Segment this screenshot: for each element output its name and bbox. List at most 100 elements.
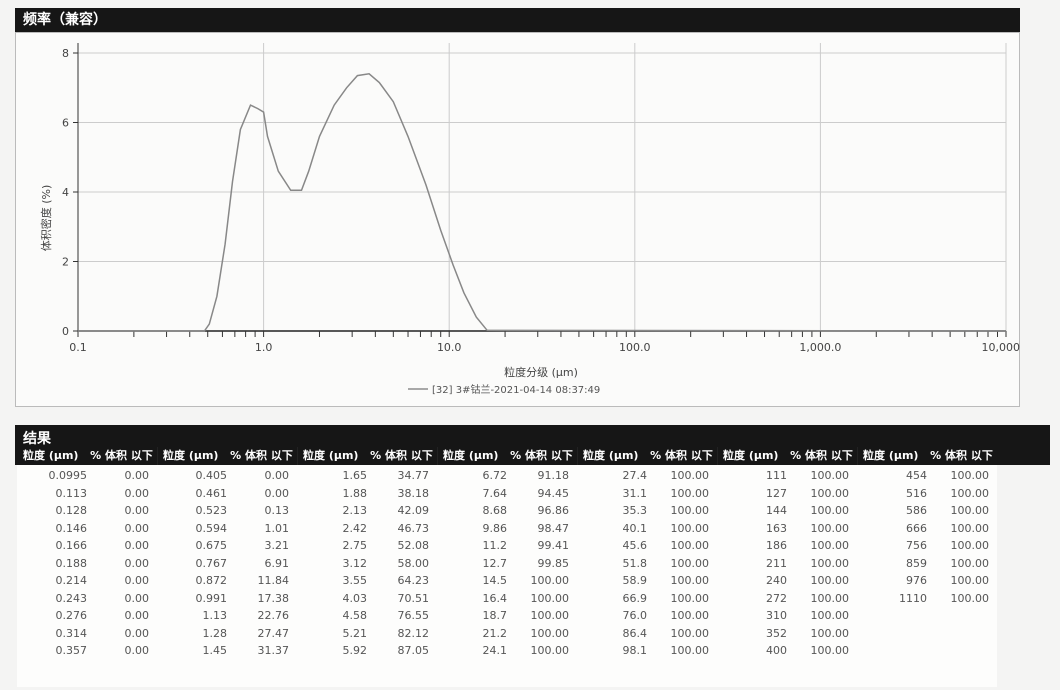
table-row: 1.65 34.77 xyxy=(297,467,437,485)
column-header-row: 粒度 (μm) % 体积 以下 xyxy=(577,447,717,465)
table-row: 1.28 27.47 xyxy=(157,625,297,643)
percent-header: % 体积 以下 xyxy=(790,449,853,462)
table-row: 27.4 100.00 xyxy=(577,467,717,485)
percent-header: % 体积 以下 xyxy=(90,449,153,462)
table-row: 7.64 94.45 xyxy=(437,485,577,503)
x-tick-label: 10,000.0 xyxy=(982,341,1021,354)
size-value: 0.675 xyxy=(195,539,228,552)
table-row: 5.21 82.12 xyxy=(297,625,437,643)
percent-value: 0.00 xyxy=(124,609,150,622)
column-body: 0.0995 0.00 0.113 0.00 0.128 0.00 0.146 0.00 0.1… xyxy=(17,465,157,687)
percent-value: 11.84 xyxy=(257,574,290,587)
percent-value: 100.00 xyxy=(670,556,710,570)
percent-value: 31.37 xyxy=(257,644,290,657)
table-row: 0.243 0.00 xyxy=(17,590,157,608)
chart-panel: 0.1 1.0 10.0 100.0 1,000.0 10,000.0 0 2 4 6 8 体积密度… xyxy=(15,32,1030,407)
percent-value: 100.00 xyxy=(670,486,710,500)
table-row: 400 100.00 xyxy=(717,642,857,660)
table-row: 0.214 0.00 xyxy=(17,572,157,590)
size-value: 2.42 xyxy=(342,521,368,535)
table-row: 163 100.00 xyxy=(717,520,857,538)
size-value: 0.767 xyxy=(195,556,228,570)
size-value: 127 xyxy=(766,486,787,500)
table-row: 0.405 0.00 xyxy=(157,467,297,485)
percent-value: 27.47 xyxy=(257,626,290,640)
percent-value: 100.00 xyxy=(810,626,850,640)
table-row: 40.1 100.00 xyxy=(577,520,717,538)
table-row: 144 100.00 xyxy=(717,502,857,520)
size-value: 40.1 xyxy=(622,521,648,535)
size-value: 2.75 xyxy=(342,539,368,552)
percent-value: 100.00 xyxy=(670,626,710,640)
table-row: 756 100.00 xyxy=(857,537,997,555)
size-value: 516 xyxy=(906,486,927,500)
percent-value: 100.00 xyxy=(670,609,710,622)
table-row: 11.2 99.41 xyxy=(437,537,577,555)
percent-value: 100.00 xyxy=(950,556,990,570)
percent-value: 100.00 xyxy=(810,539,850,552)
table-row: 516 100.00 xyxy=(857,485,997,503)
size-value: 1.88 xyxy=(342,486,368,500)
percent-value: 22.76 xyxy=(257,609,290,622)
percent-value: 0.00 xyxy=(124,521,150,535)
size-value: 211 xyxy=(766,556,787,570)
size-value: 1110 xyxy=(899,591,927,605)
table-row: 310 100.00 xyxy=(717,607,857,625)
table-row: 0.767 6.91 xyxy=(157,555,297,573)
size-value: 76.0 xyxy=(622,609,648,622)
percent-value: 100.00 xyxy=(810,609,850,622)
table-row: 0.128 0.00 xyxy=(17,502,157,520)
table-row: 352 100.00 xyxy=(717,625,857,643)
size-value: 8.68 xyxy=(482,504,508,517)
table-row: 1110 100.00 xyxy=(857,590,997,608)
table-row: 2.13 42.09 xyxy=(297,502,437,520)
size-value: 58.9 xyxy=(622,574,648,587)
table-row: 272 100.00 xyxy=(717,590,857,608)
size-value: 454 xyxy=(906,469,927,482)
size-value: 51.8 xyxy=(622,556,648,570)
size-value: 0.461 xyxy=(195,486,228,500)
size-value: 11.2 xyxy=(482,539,508,552)
size-value: 5.21 xyxy=(342,626,368,640)
size-value: 586 xyxy=(906,504,927,517)
size-value: 0.523 xyxy=(195,504,228,517)
size-value: 0.214 xyxy=(55,574,88,587)
percent-value: 0.00 xyxy=(124,574,150,587)
y-tick-label: 0 xyxy=(62,325,69,338)
percent-value: 100.00 xyxy=(810,574,850,587)
percent-value: 96.86 xyxy=(537,504,570,517)
size-value: 6.72 xyxy=(482,469,508,482)
table-row: 2.75 52.08 xyxy=(297,537,437,555)
table-row: 3.55 64.23 xyxy=(297,572,437,590)
x-tick-label: 1.0 xyxy=(255,341,273,354)
size-value: 4.03 xyxy=(342,591,368,605)
column-body: 6.72 91.18 7.64 94.45 8.68 96.86 9.86 98.47 11.2… xyxy=(437,465,577,687)
size-value: 45.6 xyxy=(622,539,648,552)
size-value: 0.405 xyxy=(195,469,228,482)
table-row: 0.146 0.00 xyxy=(17,520,157,538)
table-row: 3.12 58.00 xyxy=(297,555,437,573)
percent-value: 0.00 xyxy=(124,626,150,640)
size-value: 0.128 xyxy=(55,504,88,517)
column-header-row: 粒度 (μm) % 体积 以下 xyxy=(437,447,577,465)
percent-value: 100.00 xyxy=(670,574,710,587)
size-value: 976 xyxy=(906,574,927,587)
table-row: 0.594 1.01 xyxy=(157,520,297,538)
results-column-block: 粒度 (μm) % 体积 以下 6.72 91.18 7.64 94.45 8.68 96.8… xyxy=(437,447,578,687)
column-header-row: 粒度 (μm) % 体积 以下 xyxy=(857,447,997,465)
percent-value: 0.00 xyxy=(124,591,150,605)
column-header-row: 粒度 (μm) % 体积 以下 xyxy=(717,447,857,465)
percent-value: 100.00 xyxy=(670,591,710,605)
column-header-row: 粒度 (μm) % 体积 以下 xyxy=(157,447,297,465)
size-header: 粒度 (μm) xyxy=(723,449,779,462)
percent-value: 100.00 xyxy=(950,574,990,587)
table-row: 0.872 11.84 xyxy=(157,572,297,590)
percent-header: % 体积 以下 xyxy=(230,449,293,462)
table-row: 1.88 38.18 xyxy=(297,485,437,503)
table-row: 1.45 31.37 xyxy=(157,642,297,660)
percent-value: 76.55 xyxy=(397,609,430,622)
size-value: 3.55 xyxy=(342,574,368,587)
results-column-block: 粒度 (μm) % 体积 以下 1.65 34.77 1.88 38.18 2.13 42.0… xyxy=(297,447,438,687)
percent-value: 58.00 xyxy=(397,556,430,570)
size-value: 240 xyxy=(766,574,787,587)
